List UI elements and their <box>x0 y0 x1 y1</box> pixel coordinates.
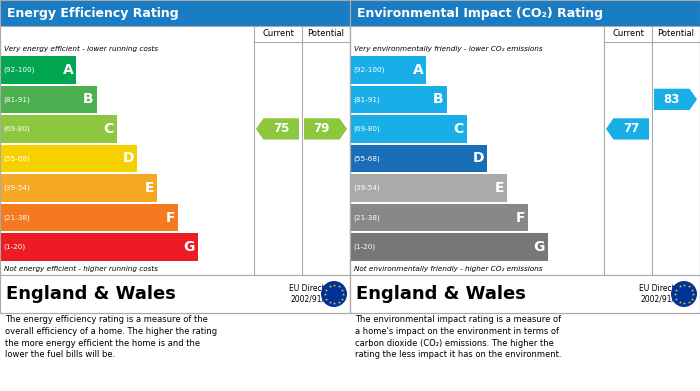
Text: (55-68): (55-68) <box>353 155 379 162</box>
Bar <box>350 0 700 26</box>
Bar <box>350 26 700 275</box>
Text: F: F <box>515 211 525 225</box>
Bar <box>0 204 178 231</box>
Bar <box>350 204 528 231</box>
Bar <box>0 26 350 275</box>
Bar <box>0 0 350 313</box>
Text: E: E <box>495 181 505 195</box>
Text: C: C <box>454 122 464 136</box>
Text: The energy efficiency rating is a measure of the
overall efficiency of a home. T: The energy efficiency rating is a measur… <box>5 315 217 359</box>
Text: Potential: Potential <box>657 29 694 38</box>
Text: D: D <box>473 151 484 165</box>
Text: Environmental Impact (CO₂) Rating: Environmental Impact (CO₂) Rating <box>357 7 603 20</box>
Text: (69-80): (69-80) <box>3 126 29 132</box>
Text: (92-100): (92-100) <box>3 66 34 73</box>
Circle shape <box>321 281 347 307</box>
Text: Potential: Potential <box>307 29 344 38</box>
Text: England & Wales: England & Wales <box>6 285 176 303</box>
Text: (1-20): (1-20) <box>353 244 375 251</box>
Text: (81-91): (81-91) <box>353 96 379 102</box>
Bar <box>0 174 158 202</box>
Text: D: D <box>122 151 134 165</box>
Text: England & Wales: England & Wales <box>356 285 526 303</box>
Text: C: C <box>104 122 114 136</box>
Text: The environmental impact rating is a measure of
a home's impact on the environme: The environmental impact rating is a mea… <box>355 315 561 359</box>
Bar <box>350 0 700 313</box>
Polygon shape <box>606 118 649 140</box>
Text: Very environmentally friendly - lower CO₂ emissions: Very environmentally friendly - lower CO… <box>354 45 542 52</box>
Text: (39-54): (39-54) <box>353 185 379 191</box>
Text: (92-100): (92-100) <box>353 66 384 73</box>
Bar <box>350 86 447 113</box>
Bar <box>0 233 198 261</box>
Text: 79: 79 <box>314 122 330 135</box>
Text: (69-80): (69-80) <box>353 126 379 132</box>
Bar <box>350 174 508 202</box>
Bar <box>0 86 97 113</box>
Bar <box>0 145 137 172</box>
Bar <box>350 56 426 84</box>
Text: 83: 83 <box>664 93 680 106</box>
Text: Current: Current <box>612 29 644 38</box>
Text: (21-38): (21-38) <box>353 214 379 221</box>
Bar <box>0 56 76 84</box>
Text: 77: 77 <box>623 122 639 135</box>
Bar <box>350 145 487 172</box>
Text: G: G <box>183 240 195 254</box>
Text: Current: Current <box>262 29 294 38</box>
Text: B: B <box>83 92 94 106</box>
Text: Very energy efficient - lower running costs: Very energy efficient - lower running co… <box>4 45 158 52</box>
Text: B: B <box>433 92 444 106</box>
Text: Energy Efficiency Rating: Energy Efficiency Rating <box>7 7 178 20</box>
Text: (39-54): (39-54) <box>3 185 29 191</box>
Text: A: A <box>62 63 74 77</box>
Text: EU Directive
2002/91/EC: EU Directive 2002/91/EC <box>289 284 337 304</box>
Text: (55-68): (55-68) <box>3 155 29 162</box>
Bar <box>0 115 117 143</box>
Bar <box>0 275 350 313</box>
Text: (21-38): (21-38) <box>3 214 29 221</box>
Text: E: E <box>145 181 155 195</box>
Bar <box>0 0 350 26</box>
Text: 75: 75 <box>273 122 289 135</box>
Bar <box>350 233 548 261</box>
Text: A: A <box>412 63 423 77</box>
Text: Not environmentally friendly - higher CO₂ emissions: Not environmentally friendly - higher CO… <box>354 265 542 272</box>
Bar <box>350 275 700 313</box>
Text: (81-91): (81-91) <box>3 96 29 102</box>
Polygon shape <box>304 118 347 140</box>
Text: Not energy efficient - higher running costs: Not energy efficient - higher running co… <box>4 265 158 272</box>
Polygon shape <box>256 118 299 140</box>
Text: EU Directive
2002/91/EC: EU Directive 2002/91/EC <box>639 284 687 304</box>
Text: (1-20): (1-20) <box>3 244 25 251</box>
Text: F: F <box>165 211 175 225</box>
Bar <box>350 115 467 143</box>
Polygon shape <box>654 89 697 110</box>
Circle shape <box>671 281 697 307</box>
Text: G: G <box>533 240 545 254</box>
